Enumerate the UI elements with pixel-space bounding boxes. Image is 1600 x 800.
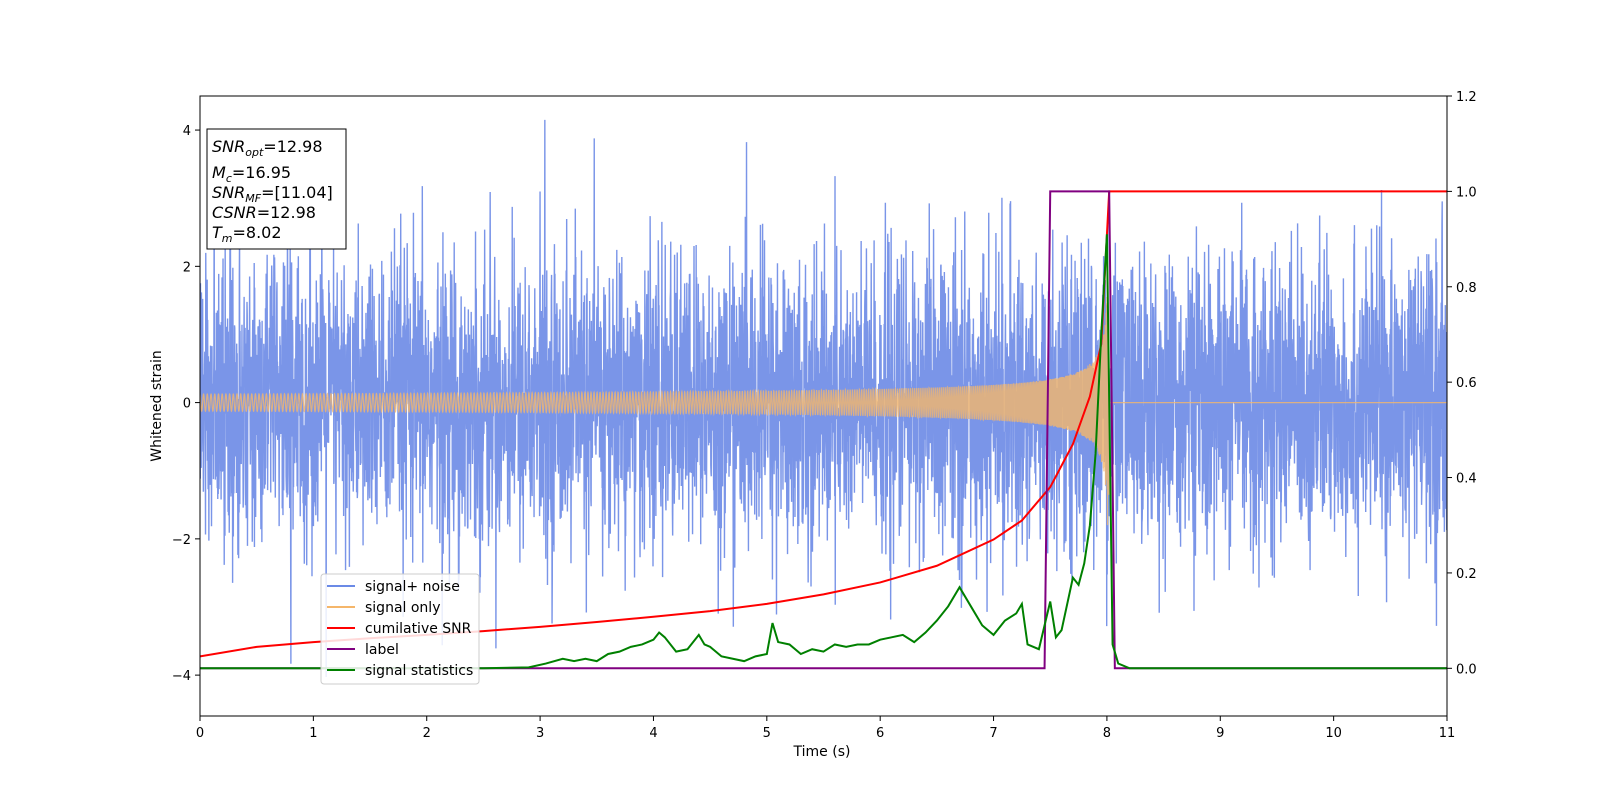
info-snr-opt: SNRopt=12.98 — [212, 137, 323, 159]
x-tick-label: 0 — [196, 726, 204, 741]
x-tick-label: 7 — [989, 726, 997, 741]
x-tick-label: 5 — [763, 726, 771, 741]
legend-label-signal-statistics: signal statistics — [365, 663, 473, 679]
legend-label-signal-noise: signal+ noise — [365, 579, 460, 595]
y-tick-label: −2 — [172, 533, 191, 548]
y-axis-right: 0.0 0.2 0.4 0.6 0.8 1.0 1.2 — [1447, 90, 1477, 677]
legend-label-label: label — [365, 642, 399, 658]
info-tm: Tm=8.02 — [212, 223, 282, 245]
y2-tick-label: 0.6 — [1456, 376, 1477, 391]
x-tick-label: 6 — [876, 726, 884, 741]
legend: signal+ noise signal only cumilative SNR… — [320, 573, 480, 685]
info-box-frame — [206, 128, 347, 250]
y-tick-label: 4 — [183, 124, 191, 139]
x-tick-label: 3 — [536, 726, 544, 741]
info-mc: Mc=16.95 — [212, 163, 291, 185]
legend-label-cumilative-snr: cumilative SNR — [365, 621, 472, 637]
x-tick-label: 2 — [423, 726, 431, 741]
y2-tick-label: 1.2 — [1456, 90, 1477, 105]
y-tick-label: −4 — [172, 669, 191, 684]
x-axis: 0 1 2 3 4 5 6 7 8 9 10 11 — [196, 716, 1455, 741]
y-tick-label: 2 — [183, 260, 191, 275]
info-csnr: CSNR=12.98 — [212, 203, 316, 222]
series-signal-statistics — [200, 234, 1447, 670]
y2-tick-label: 0.0 — [1456, 662, 1477, 677]
x-tick-label: 11 — [1439, 726, 1456, 741]
series-signal-noise — [200, 119, 1447, 678]
y-tick-label: 0 — [183, 397, 191, 412]
x-tick-label: 1 — [309, 726, 317, 741]
y-axis-left: −4 −2 0 2 4 — [172, 124, 200, 684]
info-box: SNRopt=12.98 Mc=16.95 SNRMF=[11.04] CSNR… — [206, 128, 347, 250]
legend-frame — [320, 573, 480, 685]
x-tick-label: 8 — [1103, 726, 1111, 741]
x-tick-label: 9 — [1216, 726, 1224, 741]
y2-tick-label: 1.0 — [1456, 185, 1477, 200]
x-tick-label: 4 — [649, 726, 657, 741]
x-axis-label: Time (s) — [793, 744, 851, 760]
series-signal-only — [200, 285, 1447, 526]
y2-tick-label: 0.4 — [1456, 472, 1477, 487]
x-tick-label: 10 — [1325, 726, 1342, 741]
y2-tick-label: 0.8 — [1456, 281, 1477, 296]
plot-frame — [199, 95, 1448, 717]
legend-label-signal-only: signal only — [365, 600, 440, 616]
y-axis-label: Whitened strain — [149, 350, 165, 461]
info-snr-mf: SNRMF=[11.04] — [212, 183, 333, 205]
y2-tick-label: 0.2 — [1456, 567, 1477, 582]
